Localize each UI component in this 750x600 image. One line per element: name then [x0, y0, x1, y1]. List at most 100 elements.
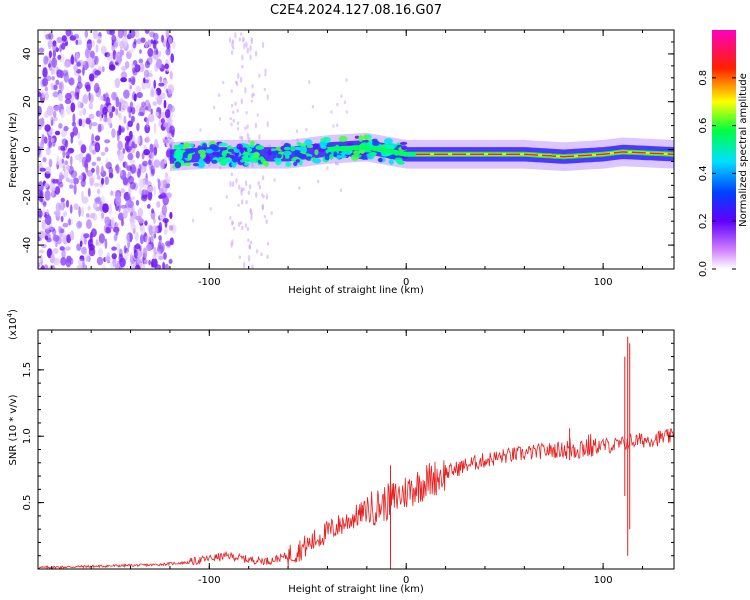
- noise-blob: [97, 248, 104, 257]
- speckle: [264, 73, 267, 77]
- speckle: [326, 166, 329, 170]
- speckle: [249, 54, 252, 61]
- noise-blob: [143, 144, 148, 150]
- noise-blob: [102, 263, 106, 269]
- noise-blob: [62, 210, 68, 218]
- speckle: [237, 72, 240, 80]
- noise-blob: [52, 50, 57, 58]
- noise-blob: [121, 218, 124, 227]
- colorbar-tick-label: 0.8: [698, 70, 709, 86]
- noise-blob: [89, 177, 94, 187]
- noise-blob: [140, 168, 145, 175]
- speckle: [261, 41, 265, 49]
- noise-blob: [118, 124, 122, 136]
- noise-blob: [101, 45, 107, 55]
- noise-blob: [82, 173, 87, 181]
- speckle: [208, 163, 211, 167]
- noise-blob: [144, 30, 150, 34]
- noise-blob: [118, 101, 122, 112]
- noise-blob: [70, 30, 73, 37]
- noise-blob: [101, 66, 105, 73]
- speckle: [239, 76, 243, 83]
- speckle: [265, 219, 268, 225]
- noise-blob: [57, 54, 62, 60]
- noise-blob: [149, 31, 156, 38]
- noise-blob: [170, 53, 174, 63]
- noise-blob: [107, 104, 112, 113]
- speckle: [245, 110, 248, 115]
- noise-blob: [89, 143, 93, 153]
- noise-blob: [94, 135, 101, 142]
- noise-blob: [127, 152, 134, 161]
- noise-blob: [107, 203, 113, 214]
- noise-blob: [69, 184, 74, 189]
- noise-blob: [163, 252, 167, 260]
- noise-blob: [153, 216, 156, 225]
- noise-blob: [160, 118, 165, 124]
- noise-blob: [45, 147, 51, 156]
- noise-blob: [111, 91, 117, 101]
- colorbar-tick-label: 0.4: [698, 165, 709, 181]
- noise-blob: [100, 212, 105, 219]
- noise-blob: [95, 165, 100, 176]
- noise-blob: [135, 199, 140, 206]
- speckle: [244, 87, 247, 94]
- noise-blob: [54, 130, 61, 136]
- noise-blob: [150, 39, 154, 44]
- speckle: [246, 124, 249, 130]
- noise-blob: [39, 190, 44, 199]
- noise-blob: [106, 252, 110, 261]
- noise-blob: [70, 170, 78, 179]
- noise-blob: [137, 249, 143, 258]
- noise-blob: [64, 98, 72, 105]
- speckle: [199, 128, 202, 132]
- speckle: [246, 47, 249, 54]
- noise-blob: [98, 233, 105, 244]
- noise-blob: [101, 165, 104, 174]
- noise-blob: [119, 257, 126, 268]
- speckle: [245, 41, 248, 48]
- noise-blob: [130, 224, 137, 231]
- noise-blob: [132, 228, 136, 234]
- noise-blob: [76, 220, 82, 229]
- noise-blob: [121, 103, 129, 110]
- noise-blob: [69, 230, 75, 241]
- noise-blob: [73, 203, 79, 211]
- noise-blob: [44, 86, 48, 92]
- noise-blob: [38, 142, 41, 147]
- spectrogram-ytick-label: 40: [22, 48, 33, 61]
- noise-blob: [38, 105, 42, 116]
- noise-blob: [115, 166, 121, 174]
- noise-blob: [91, 122, 98, 127]
- noise-blob: [51, 68, 54, 76]
- speckle: [305, 127, 308, 132]
- noise-blob: [141, 189, 148, 200]
- ridge-blob: [338, 135, 348, 142]
- ridge-blob: [293, 150, 300, 156]
- speckle: [240, 98, 243, 105]
- snr-series-line: [38, 428, 674, 569]
- noise-blob: [70, 155, 73, 166]
- speckle: [250, 99, 253, 103]
- noise-blob: [62, 222, 69, 228]
- colorbar-label: Normalized spectral amplitude: [738, 73, 749, 227]
- noise-blob: [64, 139, 69, 148]
- svg-text:(x104): (x104): [6, 309, 19, 340]
- speckle: [336, 162, 339, 166]
- noise-blob: [146, 117, 149, 128]
- noise-blob: [137, 208, 144, 217]
- noise-blob: [111, 106, 116, 113]
- noise-blob: [66, 150, 71, 156]
- speckle: [231, 39, 235, 44]
- noise-blob: [128, 77, 132, 83]
- noise-blob: [167, 84, 175, 94]
- noise-blob: [49, 264, 56, 269]
- colorbar: 0.0 0.2 0.4 0.6 0.8 Normalized spectral ampl…: [698, 30, 749, 277]
- noise-blob: [106, 52, 114, 61]
- noise-blob: [52, 110, 57, 118]
- speckle: [240, 32, 243, 36]
- noise-blob: [111, 253, 117, 260]
- noise-blob: [134, 264, 141, 269]
- noise-blob: [110, 217, 115, 228]
- noise-blob: [154, 90, 158, 101]
